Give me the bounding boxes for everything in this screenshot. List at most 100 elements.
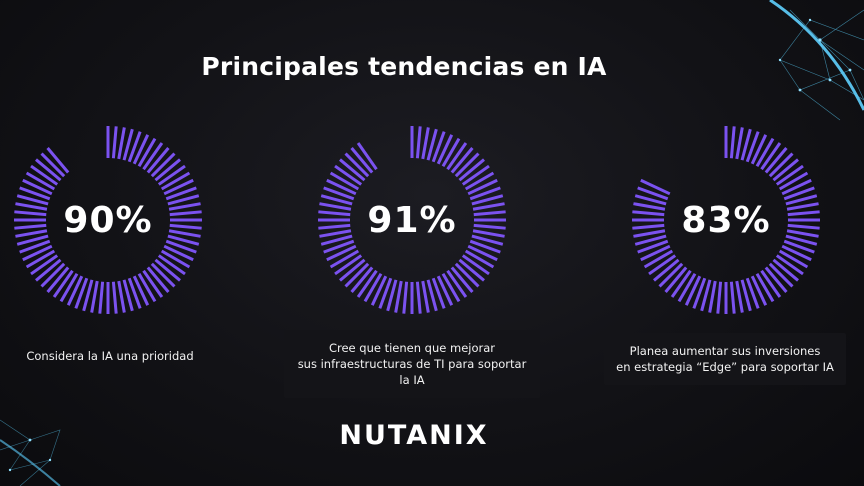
stat-card-2: 91% [312, 120, 512, 320]
ring-tick [117, 127, 126, 160]
percentage-ring [318, 126, 506, 314]
ring-tick [426, 279, 438, 312]
ring-tick [165, 186, 197, 201]
ring-tick [356, 269, 378, 298]
ring-tick [461, 164, 490, 186]
ring-tick [82, 279, 94, 312]
ring-tick [781, 244, 812, 262]
ring-tick [745, 277, 760, 309]
ring-tick [122, 279, 134, 312]
ring-tick [160, 171, 191, 191]
ring-tick [735, 127, 744, 160]
ring-tick [22, 178, 53, 196]
ring-tick [458, 258, 485, 282]
ring-tick [30, 254, 59, 276]
ring-tick [778, 171, 809, 191]
ring-tick [760, 142, 782, 171]
ring-tick [677, 272, 697, 303]
ring-tick [339, 258, 366, 282]
ring-tick [117, 280, 126, 313]
ring-tick [436, 275, 454, 306]
ring-tick [786, 229, 819, 238]
ring-tick [142, 142, 164, 171]
ring-tick [146, 266, 170, 293]
stat-card-1: 90% [8, 120, 208, 320]
stat-caption-2: Cree que tienen que mejorar sus infraest… [284, 330, 540, 398]
ring-tick [169, 223, 202, 230]
ring-tick [163, 178, 194, 196]
ring-tick [35, 258, 62, 282]
ring-tick [25, 171, 56, 191]
ring-tick [469, 239, 501, 254]
ring-tick [350, 147, 374, 174]
ring-tick [469, 186, 501, 201]
ring-tick [66, 275, 84, 306]
caption-line: Considera la IA una prioridad [26, 349, 194, 363]
ring-tick [700, 279, 712, 312]
ring-tick [783, 186, 815, 201]
ring-tick [446, 142, 468, 171]
nutanix-logo: NUTANIX [339, 420, 489, 451]
ring-tick [326, 178, 357, 196]
ring-tick [637, 239, 669, 254]
ring-tick [150, 152, 176, 178]
ring-tick [165, 239, 197, 254]
ring-tick [329, 249, 360, 269]
ring-tick [658, 262, 684, 288]
ring-tick [157, 164, 186, 186]
ring-tick [632, 210, 665, 217]
ring-tick [98, 281, 105, 314]
ring-tick [772, 258, 799, 282]
ring-tick [750, 134, 768, 165]
ring-tick [775, 164, 804, 186]
ring-tick [19, 186, 51, 201]
ring-tick [464, 171, 495, 191]
ring-tick [640, 178, 671, 196]
ring-tick [441, 137, 461, 168]
percentage-ring [632, 126, 820, 314]
ring-tick [154, 158, 181, 182]
ring-tick [323, 186, 355, 201]
ring-tick [19, 239, 51, 254]
ring-tick [755, 137, 775, 168]
ring-tick [786, 202, 819, 211]
ring-tick [415, 281, 422, 314]
ring-tick [326, 244, 357, 262]
ring-tick [421, 280, 430, 313]
ring-tick [111, 126, 118, 159]
ring-tick [461, 254, 490, 276]
ring-tick [716, 281, 723, 314]
ring-tick [132, 134, 150, 165]
ring-tick [735, 280, 744, 313]
ring-tick [634, 234, 667, 246]
ring-tick [653, 258, 680, 282]
ring-tick [755, 272, 775, 303]
ring-tick [768, 262, 794, 288]
caption-line: en estrategia “Edge” para soportar IA [616, 360, 834, 374]
ring-tick [168, 229, 201, 238]
ring-tick [329, 171, 360, 191]
ring-tick [783, 239, 815, 254]
ring-tick [750, 275, 768, 306]
ring-tick [785, 234, 818, 246]
ring-tick [323, 239, 355, 254]
caption-line: sus infraestructuras de TI para soportar… [297, 357, 527, 387]
ring-tick [132, 275, 150, 306]
ring-tick [59, 272, 79, 303]
ring-tick [729, 281, 736, 314]
ring-tick [157, 254, 186, 276]
ring-tick [356, 142, 378, 171]
ring-tick [318, 210, 351, 217]
ring-tick [464, 249, 495, 269]
ring-tick [446, 269, 468, 298]
ring-tick [471, 194, 504, 206]
ring-tick [350, 266, 374, 293]
ring-tick [467, 178, 498, 196]
ring-tick [146, 147, 170, 174]
ring-tick [473, 223, 506, 230]
percentage-value: 90% [63, 199, 153, 241]
ring-tick [344, 262, 370, 288]
ring-tick [692, 277, 707, 309]
ring-tick [344, 152, 370, 178]
ring-tick [319, 229, 352, 238]
